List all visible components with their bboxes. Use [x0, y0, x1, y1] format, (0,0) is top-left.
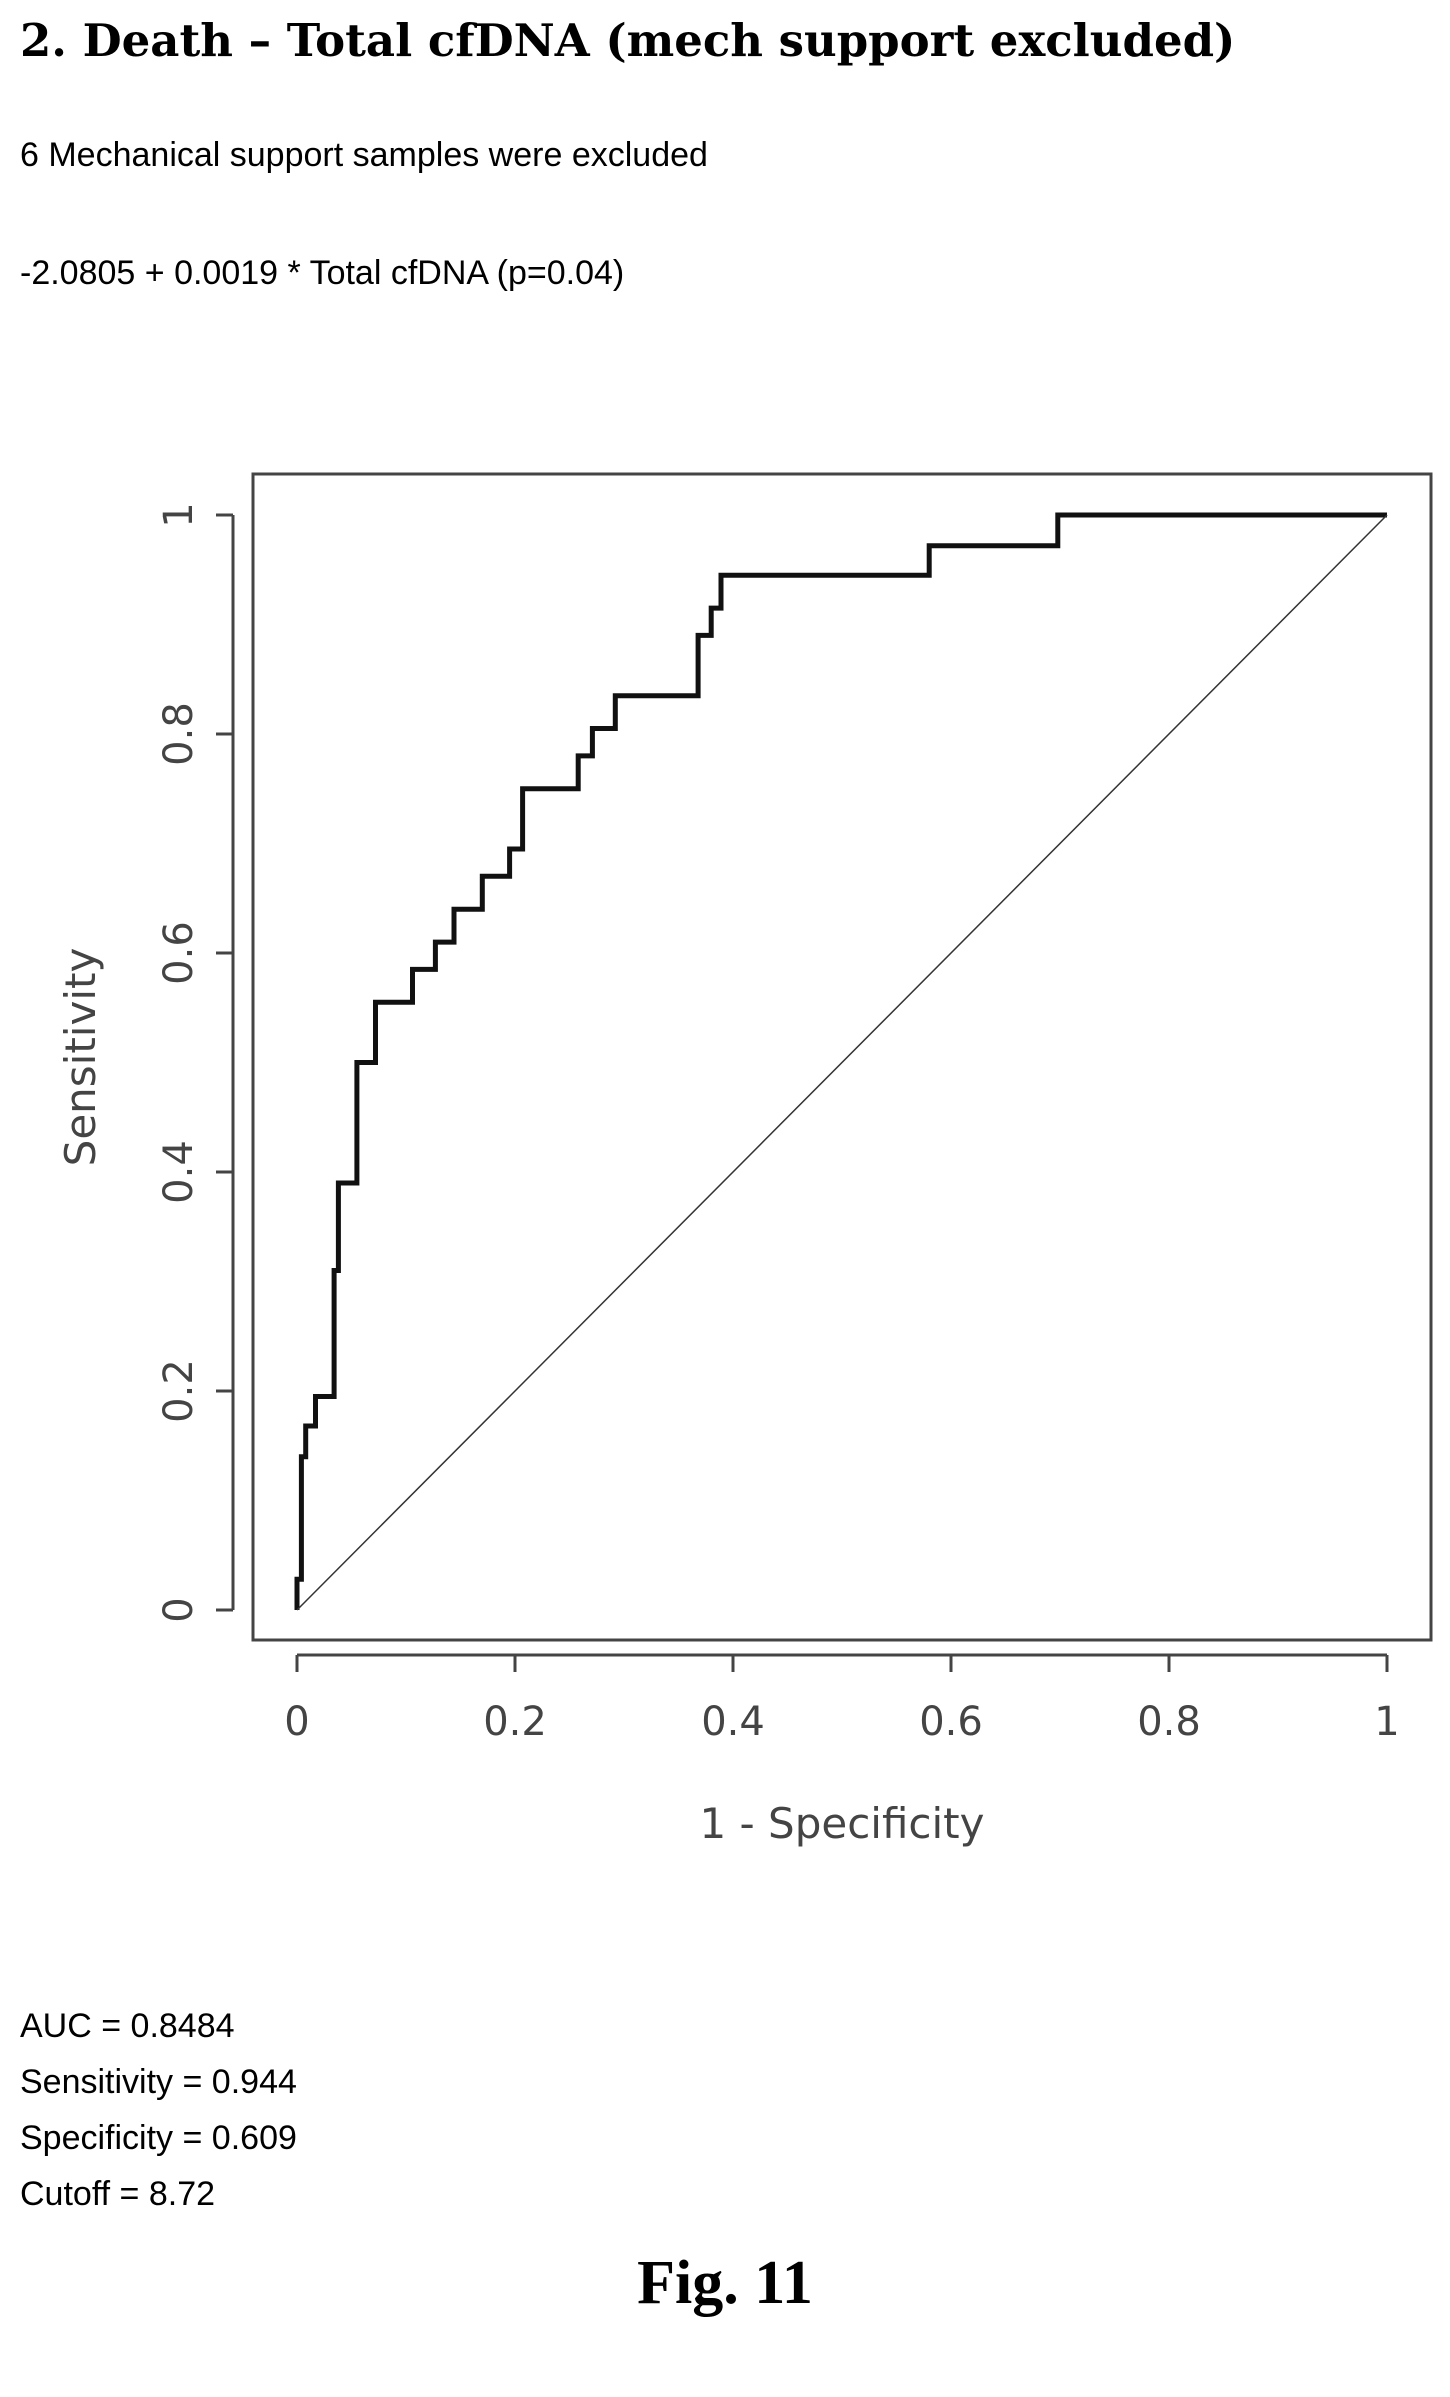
- reference-diagonal: [296, 514, 1388, 1611]
- x-tick-label: 1: [1374, 1699, 1399, 1745]
- y-tick-label: 0.6: [156, 921, 202, 985]
- model-formula: -2.0805 + 0.0019 * Total cfDNA (p=0.04): [20, 254, 625, 292]
- roc-curve: [294, 512, 1387, 1610]
- x-tick-label: 0: [284, 1699, 309, 1745]
- x-axis-label: 1 - Specificity: [699, 1799, 984, 1848]
- stat-sensitivity: Sensitivity = 0.944: [20, 2063, 297, 2101]
- y-tick-label: 0.8: [156, 702, 202, 766]
- series-layer: [294, 512, 1388, 1611]
- stats-block: AUC = 0.8484 Sensitivity = 0.944 Specifi…: [20, 1998, 297, 2222]
- stat-specificity: Specificity = 0.609: [20, 2119, 297, 2157]
- page-title: 2. Death – Total cfDNA (mech support exc…: [20, 14, 1236, 67]
- x-axis: 0 0.2 0.4 0.6 0.8 1: [284, 1653, 1400, 1745]
- roc-chart: 0 0.2 0.4 0.6 0.8 1 0 0.2 0.4 0.6 0.8 1 1 - Specif…: [56, 472, 1433, 1848]
- y-tick-label: 0.4: [156, 1140, 202, 1204]
- plot-frame: [251, 472, 1433, 1642]
- y-tick-label: 0.2: [156, 1359, 202, 1423]
- figure-label: Fig. 11: [637, 2249, 813, 2317]
- x-tick-label: 0.2: [483, 1699, 547, 1745]
- x-tick-label: 0.8: [1137, 1699, 1201, 1745]
- stat-auc: AUC = 0.8484: [20, 2007, 235, 2045]
- x-tick-label: 0.4: [701, 1699, 765, 1745]
- y-axis: 0 0.2 0.4 0.6 0.8 1: [156, 502, 235, 1623]
- exclusion-note: 6 Mechanical support samples were exclud…: [20, 136, 708, 174]
- y-tick-label: 0: [156, 1597, 202, 1622]
- x-tick-label: 0.6: [919, 1699, 983, 1745]
- y-axis-label: Sensitivity: [56, 948, 105, 1167]
- stat-cutoff: Cutoff = 8.72: [20, 2175, 216, 2213]
- y-tick-label: 1: [156, 502, 202, 527]
